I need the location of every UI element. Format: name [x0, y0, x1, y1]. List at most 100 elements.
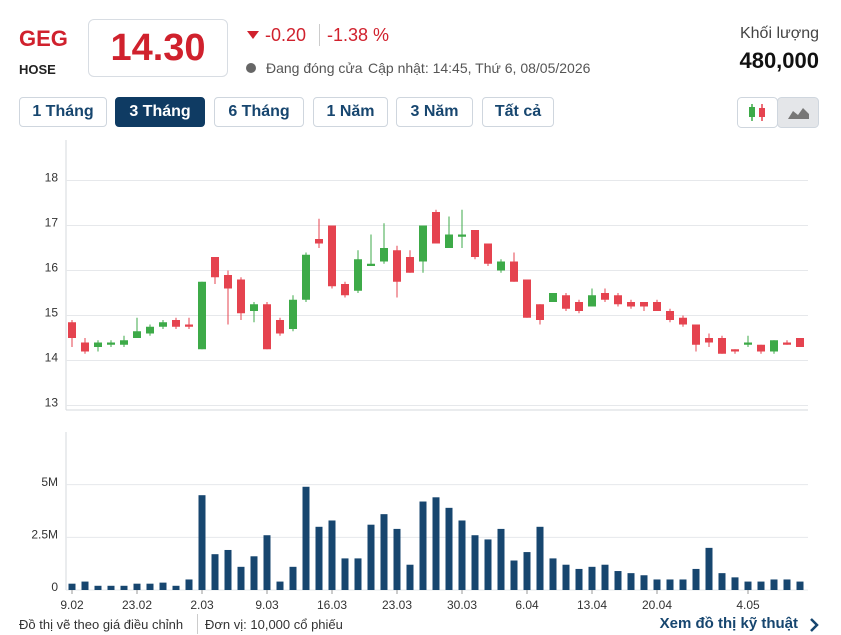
- tab[interactable]: 1 Năm: [313, 97, 388, 127]
- volume: 480,000: [739, 48, 819, 73]
- candle-body: [705, 338, 713, 343]
- footer-unit: Đơn vị: 10,000 cổ phiếu: [205, 617, 343, 632]
- volume-bar: [497, 528, 505, 590]
- y-tick-label: 13: [45, 396, 59, 410]
- change: -0.20: [265, 25, 307, 45]
- volume-bar: [341, 558, 349, 590]
- volume-bar: [549, 558, 557, 590]
- y-tick-label: 17: [45, 216, 59, 230]
- candle-body: [367, 263, 375, 266]
- volume-bar: [757, 581, 765, 590]
- candle-body: [185, 324, 193, 327]
- candle-body: [380, 248, 388, 262]
- volume-bar: [679, 579, 687, 590]
- candle-body: [419, 225, 427, 262]
- x-tick-label: 9.03: [255, 598, 279, 612]
- candle-body: [536, 304, 544, 320]
- candle-body: [666, 311, 674, 320]
- candle-body: [224, 275, 232, 289]
- volume-bar: [484, 539, 492, 590]
- candle-body: [523, 279, 531, 318]
- down-arrow: [247, 31, 259, 39]
- volume-bar: [107, 585, 115, 590]
- candle-body: [133, 331, 141, 338]
- volume-bar: [614, 571, 622, 590]
- candle-body: [146, 326, 154, 334]
- volume-bar: [237, 566, 245, 590]
- candle-body: [289, 299, 297, 329]
- candle-body: [601, 293, 609, 300]
- y-tick-label: 0: [51, 580, 58, 594]
- tech-chart-link[interactable]: Xem đồ thị kỹ thuật: [659, 615, 798, 632]
- volume-bar: [224, 549, 232, 590]
- candle-body: [614, 295, 622, 305]
- candle-body: [432, 212, 440, 244]
- volume-bar: [601, 564, 609, 590]
- volume-bar: [393, 528, 401, 590]
- candle-body: [627, 302, 635, 307]
- candle-body: [575, 302, 583, 311]
- x-tick-label: 9.02: [60, 598, 84, 612]
- volume-bar: [263, 535, 271, 590]
- y-tick-label: 16: [45, 261, 59, 275]
- tab[interactable]: 6 Tháng: [214, 97, 304, 127]
- candle-body: [120, 340, 128, 345]
- updated: Cập nhật: 14:45, Thứ 6, 08/05/2026: [368, 60, 591, 76]
- volume-bar: [796, 581, 804, 590]
- candle-body: [718, 338, 726, 354]
- candle-body: [198, 281, 206, 350]
- volume-bar: [172, 585, 180, 590]
- volume-bar: [471, 535, 479, 590]
- volume-bar: [146, 583, 154, 590]
- volume-bar: [536, 526, 544, 590]
- x-tick-label: 2.03: [190, 598, 214, 612]
- volume-bar: [445, 507, 453, 590]
- volume-bar: [315, 526, 323, 590]
- y-tick-label: 5M: [41, 475, 58, 489]
- volume-bar: [432, 497, 440, 590]
- candle-body: [406, 257, 414, 273]
- volume-bar: [575, 568, 583, 590]
- volume-bar: [354, 558, 362, 590]
- volume-bar: [731, 577, 739, 590]
- chevron[interactable]: [808, 617, 820, 633]
- volume-bar: [185, 579, 193, 590]
- candle-body: [341, 284, 349, 296]
- tab[interactable]: Tất cả: [482, 97, 554, 127]
- candle-body: [94, 342, 102, 347]
- tab[interactable]: 3 Năm: [396, 97, 473, 127]
- x-tick-label: 23.03: [382, 598, 412, 612]
- chart-type-switch[interactable]: [737, 97, 819, 128]
- volume-bar: [718, 573, 726, 590]
- candle-body: [81, 342, 89, 352]
- volume-label: Khối lượng: [739, 25, 819, 42]
- candle-body: [393, 250, 401, 282]
- volume-bar: [666, 579, 674, 590]
- candle-body: [68, 322, 76, 338]
- divider: [197, 614, 198, 634]
- candle-body: [679, 317, 687, 325]
- candle-body: [770, 340, 778, 352]
- volume-bar: [380, 514, 388, 590]
- volume-bar: [276, 581, 284, 590]
- volume-bar: [783, 579, 791, 590]
- y-tick-label: 18: [45, 171, 59, 185]
- candle-body: [653, 302, 661, 311]
- candle-body: [471, 230, 479, 257]
- status: Đang đóng cửa: [266, 60, 363, 76]
- y-tick-label: 2.5M: [31, 528, 58, 542]
- candle-body: [692, 324, 700, 345]
- candle-body: [263, 304, 271, 350]
- tab[interactable]: 1 Tháng: [19, 97, 107, 127]
- status-dot: [246, 63, 256, 73]
- tab-active[interactable]: 3 Tháng: [115, 97, 205, 127]
- volume-bar: [302, 486, 310, 590]
- volume-bar: [744, 581, 752, 590]
- candle-body: [302, 254, 310, 300]
- volume-bar: [94, 585, 102, 590]
- volume-bar: [627, 573, 635, 590]
- change-pct: -1.38 %: [327, 25, 390, 45]
- candle-body: [250, 304, 258, 311]
